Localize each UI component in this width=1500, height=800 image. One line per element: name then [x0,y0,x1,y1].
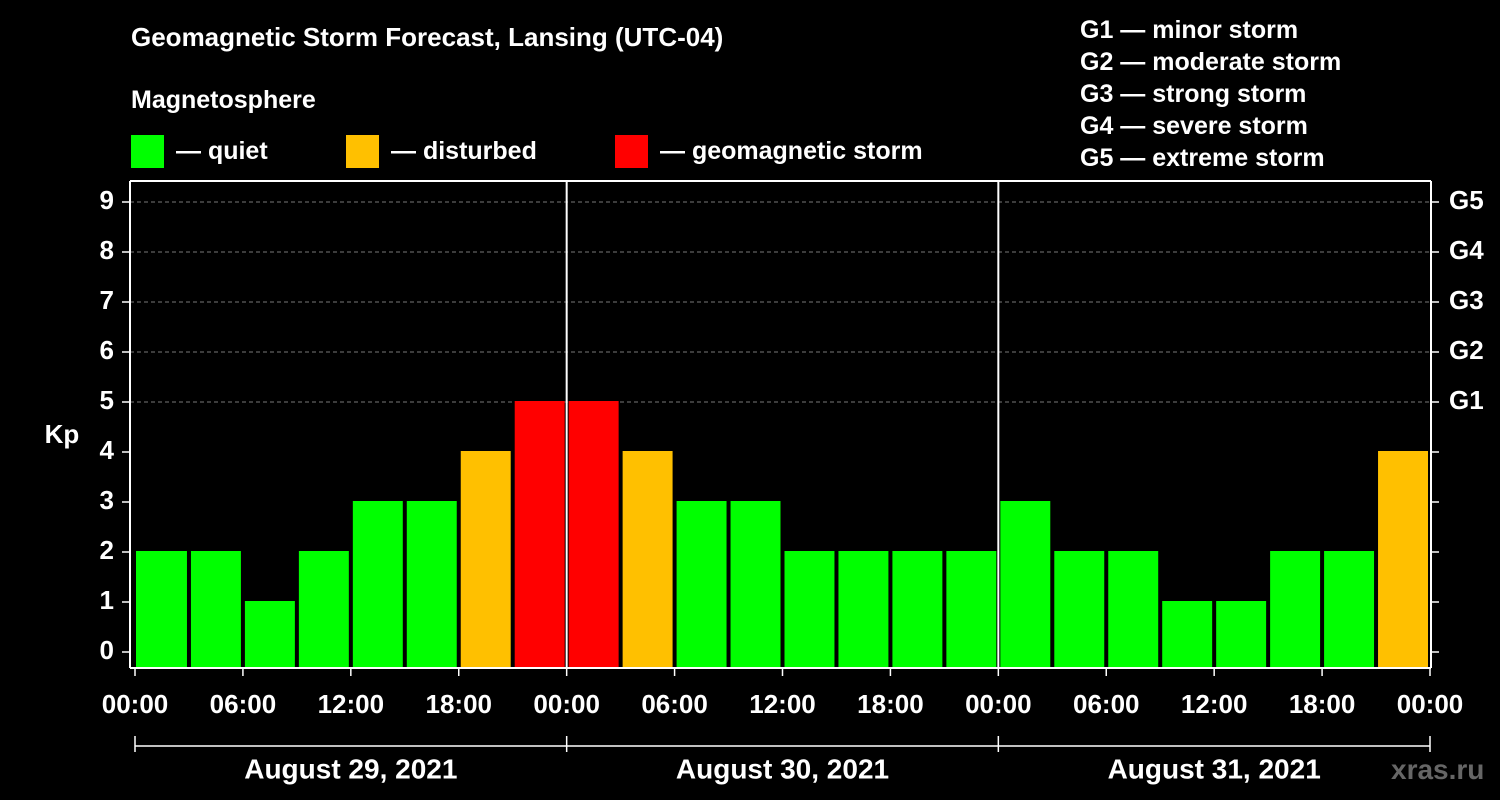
y-tick-label-3: 3 [100,485,114,515]
y-tick-label-5: 5 [100,385,114,415]
bar-19 [1162,601,1213,668]
x-tick-label-10: 12:00 [1181,689,1248,719]
y-axis-title: Kp [45,419,80,449]
right-label-g1: G1 [1449,385,1484,415]
bars [136,401,1428,668]
x-tick-label-0: 00:00 [102,689,169,719]
y-tick-label-0: 0 [100,635,114,665]
bar-12 [784,551,835,668]
bar-9 [622,451,673,668]
bar-23 [1378,451,1428,668]
bar-7 [514,401,565,668]
bar-15 [946,551,997,668]
day-label-0: August 29, 2021 [244,753,457,784]
legend-swatch-storm [615,134,648,168]
x-axis-labels: 00:00 06:00 12:00 18:00 00:00 06:00 12:00 18:00… [102,689,1464,719]
y-tick-label-9: 9 [100,185,114,215]
x-tick-label-9: 06:00 [1073,689,1140,719]
day-labels: August 29, 2021 August 30, 2021 August 31,… [244,753,1321,784]
legend-item-quiet: — quiet [131,134,268,168]
bar-22 [1324,551,1375,668]
right-label-g3: G3 [1449,285,1484,315]
y-axis-labels: 0 1 2 3 4 5 6 7 8 9 [100,185,115,665]
legend-item-disturbed: — disturbed [346,134,537,168]
x-tick-label-7: 18:00 [857,689,924,719]
x-tick-label-5: 06:00 [641,689,708,719]
bar-17 [1054,551,1105,668]
y-tick-label-8: 8 [100,235,114,265]
bar-10 [676,501,727,668]
storm-scale-g1: G1 — minor storm [1080,16,1299,44]
bar-5 [406,501,457,668]
legend-label-quiet: — quiet [176,136,268,165]
x-tick-label-8: 00:00 [965,689,1032,719]
legend-heading: Magnetosphere [131,86,316,114]
right-label-g2: G2 [1449,335,1484,365]
x-tick-label-11: 18:00 [1289,689,1356,719]
x-tick-label-2: 12:00 [318,689,385,719]
bar-6 [460,451,511,668]
bar-1 [190,551,241,668]
storm-scale-g2: G2 — moderate storm [1080,48,1342,76]
bar-20 [1216,601,1267,668]
watermark: xras.ru [1391,754,1485,785]
storm-scale-g4: G4 — severe storm [1080,112,1308,140]
grid-lines [130,201,1431,403]
axes [122,180,1439,752]
x-tick-label-6: 12:00 [749,689,816,719]
day-label-1: August 30, 2021 [676,753,889,784]
x-tick-label-12: 00:00 [1397,689,1464,719]
day-label-2: August 31, 2021 [1108,753,1321,784]
bar-13 [838,551,889,668]
x-tick-label-1: 06:00 [210,689,277,719]
legend-swatch-quiet [131,134,164,168]
legend-swatch-disturbed [346,134,379,168]
y-tick-label-4: 4 [100,435,115,465]
bar-21 [1270,551,1321,668]
bar-3 [298,551,349,668]
bar-8 [568,401,619,668]
legend-item-storm: — geomagnetic storm [615,134,923,168]
storm-scale-g3: G3 — strong storm [1080,80,1307,108]
y-tick-label-7: 7 [100,285,114,315]
legend-label-disturbed: — disturbed [391,136,537,165]
y-tick-label-6: 6 [100,335,114,365]
storm-scale-list: G1 — minor storm G2 — moderate storm G3 … [1080,14,1341,174]
legend-label-storm: — geomagnetic storm [660,136,923,165]
right-label-g5: G5 [1449,185,1484,215]
chart-title: Geomagnetic Storm Forecast, Lansing (UTC… [131,22,724,52]
right-axis-labels: G1 G2 G3 G4 G5 [1449,185,1484,415]
bar-18 [1108,551,1159,668]
x-tick-label-3: 18:00 [426,689,493,719]
bar-11 [730,501,781,668]
right-label-g4: G4 [1449,235,1484,265]
bar-16 [1000,501,1051,668]
storm-scale-g5: G5 — extreme storm [1080,144,1325,172]
y-tick-label-1: 1 [100,585,114,615]
y-tick-label-2: 2 [100,535,114,565]
bar-14 [892,551,943,668]
bar-0 [136,551,187,668]
x-tick-label-4: 00:00 [533,689,600,719]
bar-4 [352,501,403,668]
bar-2 [244,601,295,668]
